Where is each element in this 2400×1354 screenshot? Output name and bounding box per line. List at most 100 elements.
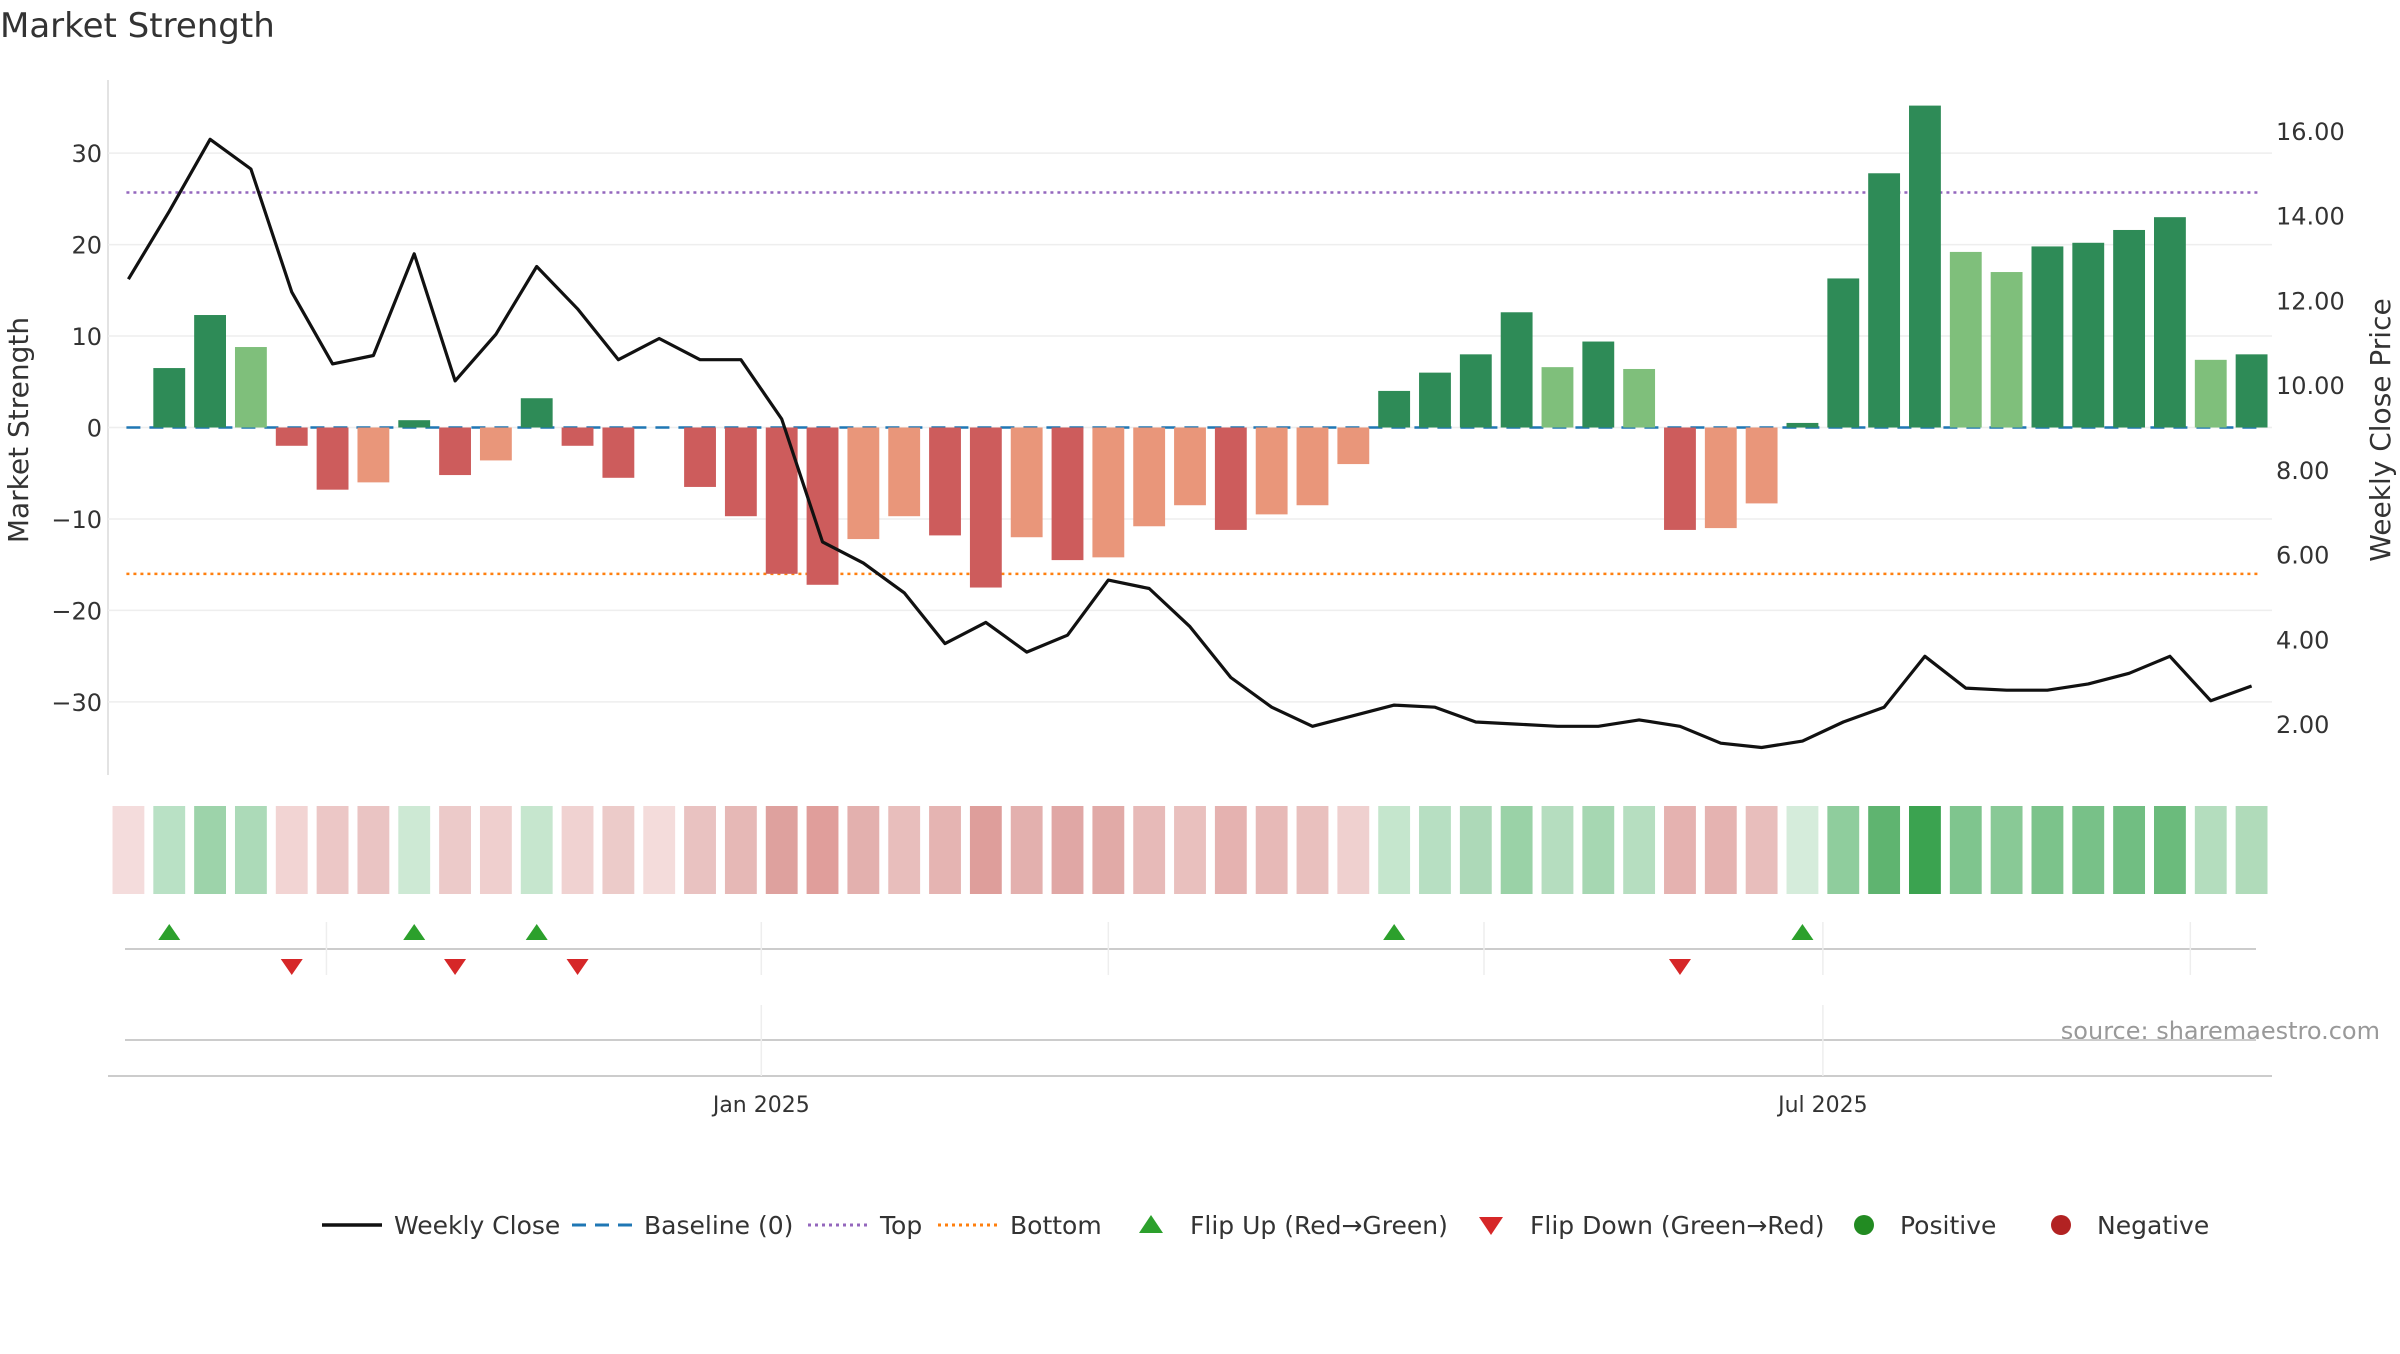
heatmap-cell xyxy=(1623,806,1656,894)
strength-bar xyxy=(1541,367,1574,428)
legend-positive-swatch xyxy=(1854,1215,1874,1235)
weekly-close-series xyxy=(127,137,2253,750)
x-axis: Jan 2025 Jul 2025 xyxy=(108,1005,2272,1118)
left-tick-label: −20 xyxy=(51,597,102,625)
heatmap-cell xyxy=(2194,806,2227,894)
strength-bar xyxy=(1255,427,1288,515)
strength-bar xyxy=(1459,354,1492,428)
strength-bar xyxy=(888,427,921,517)
left-tick-label: 10 xyxy=(71,323,102,351)
strength-bar xyxy=(1868,173,1901,428)
strength-bar xyxy=(1745,427,1778,504)
strength-bar xyxy=(2113,229,2146,428)
heatmap-cell xyxy=(275,806,308,894)
strength-bar xyxy=(275,427,308,446)
strength-bar xyxy=(1827,278,1860,428)
strength-bar xyxy=(153,368,186,428)
strength-bar xyxy=(1786,422,1819,428)
left-axis-ticks: 30 20 10 0 −10 −20 −30 xyxy=(51,140,102,717)
legend-flip-up-swatch xyxy=(1139,1215,1163,1233)
heatmap-cell xyxy=(561,806,594,894)
legend-flip_down-label: Flip Down (Green→Red) xyxy=(1530,1211,1825,1240)
legend-top-label: Top xyxy=(879,1211,922,1240)
heatmap-cell xyxy=(724,806,757,894)
heatmap-cell xyxy=(602,806,635,894)
heatmap-cell xyxy=(1378,806,1411,894)
strength-bar xyxy=(439,427,471,476)
heatmap-cell xyxy=(1786,806,1819,894)
strength-bar xyxy=(1010,427,1043,538)
heatmap-cell xyxy=(1745,806,1778,894)
x-tick-label: Jan 2025 xyxy=(711,1093,810,1118)
heatmap-cell xyxy=(1868,806,1901,894)
right-tick-label: 4.00 xyxy=(2276,626,2329,654)
heatmap-cell xyxy=(1909,806,1941,894)
heatmap-cell xyxy=(1010,806,1043,894)
heatmap-cell xyxy=(234,806,267,894)
heatmap-cell xyxy=(316,806,349,894)
strength-bar xyxy=(2235,354,2268,428)
strength-bar xyxy=(1378,390,1411,428)
heatmap-cell xyxy=(1541,806,1574,894)
flip-up-marker xyxy=(525,924,548,940)
flip-up-marker xyxy=(158,924,181,940)
flip-down-marker xyxy=(280,959,303,975)
strength-bar xyxy=(1582,341,1615,428)
strength-bar xyxy=(2194,359,2227,428)
x-tick-label: Jul 2025 xyxy=(1776,1093,1868,1118)
right-tick-label: 16.00 xyxy=(2276,118,2345,146)
strength-bar xyxy=(2031,246,2064,428)
heatmap-cell xyxy=(806,806,839,894)
strength-bar xyxy=(1909,105,1941,428)
gridlines xyxy=(107,80,2272,775)
heatmap-cell xyxy=(1051,806,1084,894)
heatmap-cell xyxy=(1582,806,1615,894)
right-tick-label: 14.00 xyxy=(2276,203,2345,231)
legend-close-label: Weekly Close xyxy=(394,1211,560,1240)
legend-flip-down-swatch xyxy=(1479,1217,1503,1235)
heatmap-cell xyxy=(398,806,431,894)
strength-bar xyxy=(929,427,961,536)
heatmap-cell xyxy=(847,806,880,894)
chart-title: Market Strength xyxy=(0,6,275,46)
strength-bar xyxy=(234,347,267,428)
right-axis-ticks: 16.00 14.00 12.00 10.00 8.00 6.00 4.00 2.00 xyxy=(2276,118,2345,739)
left-tick-label: 0 xyxy=(87,415,102,443)
strength-bar xyxy=(847,427,880,540)
heatmap-cell xyxy=(1419,806,1451,894)
heatmap-cell xyxy=(643,806,676,894)
right-tick-label: 8.00 xyxy=(2276,457,2329,485)
strength-bar xyxy=(1623,368,1656,428)
heatmap-cell xyxy=(1214,806,1247,894)
flip-markers xyxy=(125,922,2256,975)
right-tick-label: 6.00 xyxy=(2276,542,2329,570)
strength-heatmap xyxy=(112,806,2268,894)
heatmap-cell xyxy=(1459,806,1492,894)
heatmap-cell xyxy=(2235,806,2268,894)
legend-negative-label: Negative xyxy=(2097,1211,2209,1240)
legend-bottom-label: Bottom xyxy=(1010,1211,1102,1240)
flip-up-marker xyxy=(403,924,426,940)
right-tick-label: 12.00 xyxy=(2276,287,2345,315)
heatmap-cell xyxy=(969,806,1002,894)
strength-bar xyxy=(1664,427,1696,530)
legend-negative-swatch xyxy=(2051,1215,2071,1235)
strength-bar xyxy=(1133,427,1166,527)
heatmap-cell xyxy=(1296,806,1329,894)
heatmap-cell xyxy=(112,806,145,894)
heatmap-cell xyxy=(1500,806,1533,894)
heatmap-cell xyxy=(2031,806,2064,894)
heatmap-cell xyxy=(1704,806,1737,894)
legend-positive-label: Positive xyxy=(1900,1211,1996,1240)
strength-bar xyxy=(1296,427,1329,506)
left-tick-label: −30 xyxy=(51,689,102,717)
heatmap-cell xyxy=(1990,806,2023,894)
heatmap-cell xyxy=(479,806,512,894)
strength-bar xyxy=(357,427,390,483)
left-tick-label: −10 xyxy=(51,506,102,534)
heatmap-cell xyxy=(765,806,798,894)
flip-down-marker xyxy=(444,959,467,975)
legend-flip_up-label: Flip Up (Red→Green) xyxy=(1190,1211,1448,1240)
strength-bar xyxy=(724,427,757,517)
right-tick-label: 10.00 xyxy=(2276,372,2345,400)
